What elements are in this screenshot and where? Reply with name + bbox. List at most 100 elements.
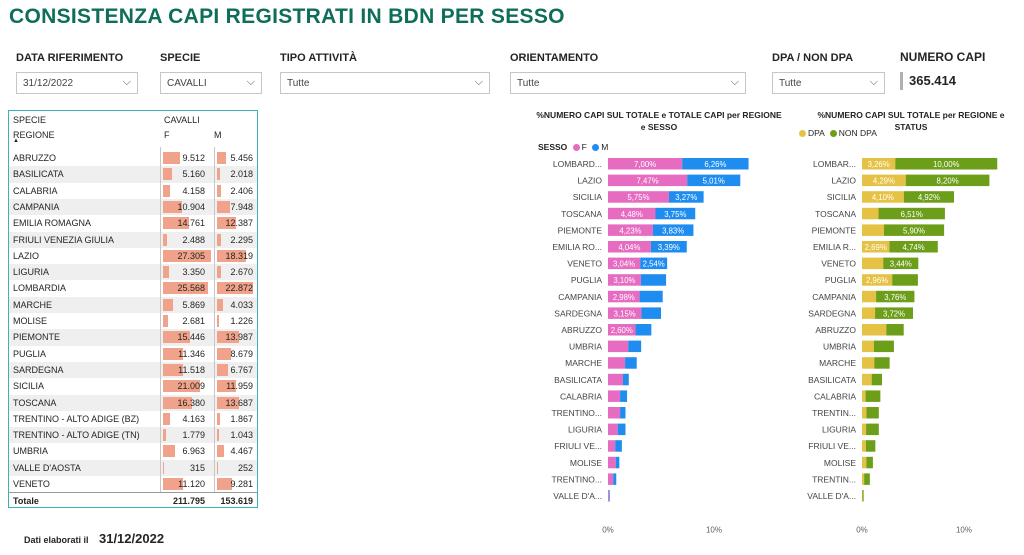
table-row[interactable]: PUGLIA 11.346 8.679 — [9, 346, 257, 362]
bar-non-dpa[interactable] — [883, 224, 945, 236]
bar-m[interactable] — [652, 224, 694, 236]
bar-f[interactable] — [608, 224, 653, 236]
bar-m[interactable] — [641, 307, 661, 319]
table-row[interactable]: MARCHE 5.869 4.033 — [9, 296, 257, 313]
chart-sesso[interactable]: LOMBARD... 7,00% 6,26% LAZIO 7,47% 5,01% SICIL… — [530, 155, 790, 550]
specie-dropdown[interactable]: CAVALLI ⌵ — [160, 72, 262, 94]
bar-f[interactable] — [608, 373, 623, 386]
bar-f[interactable] — [608, 158, 683, 170]
chevron-down-icon[interactable]: ⌵ — [869, 76, 878, 88]
bar-m[interactable] — [635, 324, 652, 336]
table-row[interactable]: TRENTINO - ALTO ADIGE (TN) 1.779 1.043 — [9, 427, 257, 444]
bar-f[interactable] — [608, 407, 621, 419]
bar-dpa[interactable] — [862, 191, 904, 203]
table-row[interactable]: TRENTINO - ALTO ADIGE (BZ) 4.163 1.867 — [9, 411, 257, 427]
bar-m[interactable] — [615, 456, 620, 469]
bar-f[interactable] — [608, 257, 641, 270]
chevron-down-icon[interactable]: ⌵ — [730, 76, 739, 88]
bar-non-dpa[interactable] — [886, 324, 904, 336]
chevron-down-icon[interactable]: ⌵ — [246, 76, 255, 88]
table-row[interactable]: SICILIA 21.009 11.959 — [9, 378, 257, 394]
bar-f[interactable] — [608, 207, 656, 220]
bar-f[interactable] — [608, 473, 614, 485]
header-regione[interactable]: REGIONE — [13, 130, 55, 140]
bar-f[interactable] — [608, 290, 640, 303]
table-row[interactable]: BASILICATA 5.160 2.018 — [9, 166, 257, 183]
legend-label-m[interactable]: M — [601, 142, 609, 152]
bar-m[interactable] — [650, 241, 687, 253]
bar-m[interactable] — [622, 373, 629, 386]
chevron-down-icon[interactable]: ⌵ — [122, 76, 131, 88]
header-m[interactable]: M — [214, 130, 222, 140]
table-row[interactable]: TOSCANA 16.380 13.687 — [9, 394, 257, 411]
bar-non-dpa[interactable] — [873, 340, 894, 353]
sort-ascending-icon[interactable]: ▲ — [13, 138, 19, 144]
table-row[interactable]: FRIULI VENEZIA GIULIA 2.488 2.295 — [9, 231, 257, 248]
bar-m[interactable] — [682, 158, 749, 170]
table-row[interactable]: VENETO 11.120 9.281 — [9, 476, 257, 492]
table-row[interactable]: UMBRIA 6.963 4.467 — [9, 443, 257, 459]
table-row[interactable]: ABRUZZO 9.512 5.456 — [9, 150, 257, 166]
bar-dpa[interactable] — [862, 207, 879, 220]
bar-m[interactable] — [640, 274, 667, 286]
bar-m[interactable] — [655, 207, 696, 220]
bar-dpa[interactable] — [862, 158, 896, 170]
bar-f[interactable] — [608, 324, 636, 336]
bar-dpa[interactable] — [862, 373, 872, 386]
bar-f[interactable] — [608, 340, 629, 353]
bar-non-dpa[interactable] — [883, 257, 919, 270]
bar-non-dpa[interactable] — [866, 423, 879, 436]
bar-m[interactable] — [615, 440, 622, 452]
bar-f[interactable] — [608, 423, 618, 436]
table-row[interactable]: VALLE D'AOSTA 315 252 — [9, 459, 257, 476]
bar-dpa[interactable] — [862, 407, 867, 419]
legend-label-dpa[interactable]: DPA — [808, 128, 825, 138]
bar-non-dpa[interactable] — [889, 241, 938, 253]
legend-label-non-dpa[interactable]: NON DPA — [838, 128, 877, 138]
bar-f[interactable] — [608, 456, 616, 469]
bar-dpa[interactable] — [862, 357, 875, 369]
table-row[interactable]: EMILIA ROMAGNA 14.761 12.387 — [9, 215, 257, 231]
bar-dpa[interactable] — [862, 241, 890, 253]
table-row[interactable]: LIGURIA 3.350 2.670 — [9, 264, 257, 281]
bar-m[interactable] — [640, 257, 668, 270]
table-row[interactable]: CAMPANIA 10.904 7.948 — [9, 198, 257, 216]
bar-m[interactable] — [620, 407, 626, 419]
bar-dpa[interactable] — [862, 174, 906, 187]
bar-dpa[interactable] — [862, 490, 863, 502]
bar-non-dpa[interactable] — [864, 473, 870, 485]
legend-label-f[interactable]: F — [581, 142, 587, 152]
bar-m[interactable] — [668, 191, 704, 203]
table-row[interactable]: PIEMONTE 15.446 13.987 — [9, 329, 257, 346]
bar-f[interactable] — [608, 241, 651, 253]
bar-dpa[interactable] — [862, 324, 887, 336]
bar-f[interactable] — [608, 390, 621, 402]
bar-f[interactable] — [608, 307, 642, 319]
bar-f[interactable] — [608, 490, 609, 502]
bar-non-dpa[interactable] — [866, 407, 879, 419]
bar-m[interactable] — [613, 473, 617, 485]
bar-m[interactable] — [625, 357, 637, 369]
bar-m[interactable] — [620, 390, 628, 402]
bar-non-dpa[interactable] — [878, 207, 945, 220]
bar-f[interactable] — [608, 174, 688, 187]
bar-m[interactable] — [687, 174, 741, 187]
bar-non-dpa[interactable] — [871, 373, 882, 386]
table-row[interactable]: LAZIO 27.305 18.319 — [9, 248, 257, 264]
chart-status[interactable]: LOMBAR... 3,26% 10,00% LAZIO 4,29% 8,20% SICIL… — [790, 155, 1022, 550]
bar-f[interactable] — [608, 440, 616, 452]
bar-non-dpa[interactable] — [874, 357, 890, 369]
orientamento-dropdown[interactable]: Tutte ⌵ — [510, 72, 746, 94]
bar-non-dpa[interactable] — [866, 456, 873, 469]
table-row[interactable]: CALABRIA 4.158 2.406 — [9, 183, 257, 199]
bar-non-dpa[interactable] — [865, 440, 876, 452]
bar-non-dpa[interactable] — [903, 191, 955, 203]
bar-dpa[interactable] — [862, 440, 866, 452]
bar-f[interactable] — [608, 357, 626, 369]
bar-dpa[interactable] — [862, 340, 874, 353]
bar-dpa[interactable] — [862, 274, 893, 286]
bar-non-dpa[interactable] — [892, 274, 918, 286]
data-riferimento-dropdown[interactable]: 31/12/2022 ⌵ — [16, 72, 138, 94]
bar-f[interactable] — [608, 274, 641, 286]
bar-dpa[interactable] — [862, 423, 867, 436]
